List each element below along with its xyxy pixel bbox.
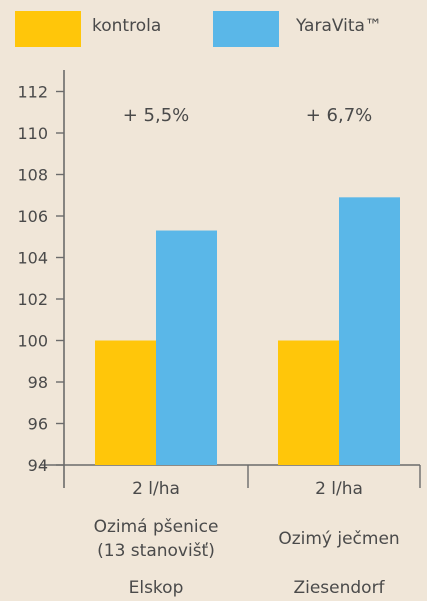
y-tick-label: 106 <box>17 207 48 226</box>
x-crop-label: Ozimá pšenice <box>94 517 219 537</box>
bar-yaravita-2 <box>339 197 400 465</box>
y-tick-label: 98 <box>28 373 48 392</box>
bar-kontrola-1 <box>95 340 156 465</box>
y-tick-label: 96 <box>28 415 48 434</box>
y-tick-label: 102 <box>17 290 48 309</box>
y-tick-label: 112 <box>17 83 48 102</box>
x-dose-label: 2 l/ha <box>132 479 180 499</box>
y-tick-label: 108 <box>17 166 48 185</box>
x-crop-label: Ozimý ječmen <box>278 529 399 549</box>
annotation-gain: + 6,7% <box>306 105 373 126</box>
legend-label-kontrola: kontrola <box>92 16 162 36</box>
annotation-gain: + 5,5% <box>123 105 190 126</box>
legend-swatch-kontrola <box>15 11 81 47</box>
x-location-label: Elskop <box>129 578 184 598</box>
y-tick-label: 94 <box>28 456 48 475</box>
x-location-label: Ziesendorf <box>293 578 385 598</box>
bar-yaravita-1 <box>156 230 217 465</box>
bar-kontrola-2 <box>278 340 339 465</box>
y-tick-label: 104 <box>17 249 48 268</box>
y-tick-label: 110 <box>17 124 48 143</box>
x-dose-label: 2 l/ha <box>315 479 363 499</box>
legend-label-yaravita: YaraVita™ <box>296 16 382 36</box>
x-crop-label-sub: (13 stanovišť) <box>97 541 215 561</box>
legend-swatch-yaravita <box>213 11 279 47</box>
y-tick-label: 100 <box>17 332 48 351</box>
